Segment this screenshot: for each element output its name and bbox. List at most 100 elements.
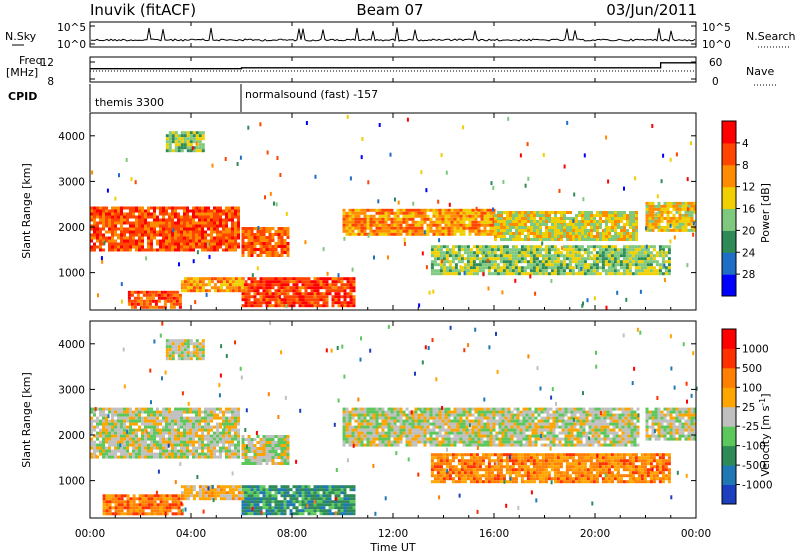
echo-cell bbox=[471, 220, 475, 224]
echo-cell bbox=[557, 220, 560, 223]
echo-cell bbox=[545, 211, 548, 214]
echo-cell bbox=[120, 413, 123, 417]
echo-cell bbox=[138, 224, 141, 228]
echo-cell bbox=[171, 443, 174, 447]
echo-cell bbox=[435, 425, 439, 429]
echo-cell bbox=[274, 242, 278, 245]
echo-cell bbox=[563, 211, 566, 214]
echo-cell bbox=[204, 206, 207, 210]
echo-cell bbox=[138, 218, 141, 222]
echo-cell bbox=[195, 233, 198, 237]
echo-cell bbox=[469, 263, 473, 267]
echo-cell bbox=[366, 425, 370, 429]
echo-cell bbox=[619, 266, 623, 270]
echo-cell bbox=[456, 428, 460, 432]
echo-cell bbox=[512, 217, 515, 220]
echo-cell bbox=[150, 413, 153, 417]
y-tick-label: 3000 bbox=[58, 176, 85, 188]
echo-cell bbox=[186, 233, 189, 237]
echo-cell bbox=[313, 298, 317, 302]
echo-cell bbox=[438, 238, 441, 243]
echo-cell bbox=[581, 211, 584, 214]
echo-cell bbox=[183, 416, 186, 420]
echo-cell bbox=[560, 224, 563, 228]
echo-cell bbox=[277, 283, 281, 287]
echo-cell bbox=[93, 452, 96, 456]
echo-cell bbox=[165, 236, 168, 240]
echo-cell bbox=[577, 272, 581, 276]
echo-cell bbox=[204, 428, 207, 432]
echo-cell bbox=[626, 214, 629, 217]
echo-cell bbox=[264, 195, 266, 200]
echo-cell bbox=[402, 220, 406, 224]
echo-cell bbox=[451, 257, 455, 261]
echo-cell bbox=[345, 232, 349, 236]
echo-cell bbox=[250, 462, 254, 465]
echo-cell bbox=[492, 185, 495, 190]
echo-cell bbox=[462, 443, 466, 447]
echo-cell bbox=[438, 410, 442, 414]
echo-cell bbox=[678, 225, 682, 229]
echo-cell bbox=[628, 251, 632, 255]
echo-cell bbox=[503, 238, 506, 241]
echo-cell bbox=[583, 263, 587, 267]
echo-cell bbox=[178, 296, 182, 300]
echo-cell bbox=[690, 228, 694, 232]
echo-cell bbox=[253, 459, 257, 462]
echo-cell bbox=[601, 257, 605, 261]
echo-cell bbox=[283, 245, 287, 248]
echo-cell bbox=[684, 213, 688, 217]
echo-cell bbox=[201, 206, 204, 210]
echo-cell bbox=[268, 239, 272, 242]
echo-cell bbox=[174, 245, 177, 249]
echo-cell bbox=[545, 220, 548, 223]
echo-cell bbox=[234, 233, 237, 237]
echo-cell bbox=[141, 446, 144, 450]
echo-cell bbox=[250, 242, 254, 245]
echo-cell bbox=[684, 225, 688, 229]
echo-cell bbox=[241, 450, 245, 453]
echo-cell bbox=[475, 257, 479, 261]
echo-cell bbox=[171, 131, 175, 135]
echo-cell bbox=[313, 286, 317, 290]
echo-cell bbox=[286, 227, 290, 230]
echo-cell bbox=[632, 226, 635, 229]
echo-cell bbox=[514, 245, 518, 249]
echo-cell bbox=[247, 242, 251, 245]
echo-cell bbox=[542, 232, 545, 235]
echo-cell bbox=[417, 407, 421, 411]
echo-cell bbox=[189, 131, 193, 135]
echo-cell bbox=[133, 290, 137, 294]
echo-cell bbox=[667, 257, 671, 261]
echo-cell bbox=[102, 443, 105, 447]
echo-cell bbox=[693, 228, 697, 232]
echo-cell bbox=[180, 446, 183, 450]
echo-cell bbox=[183, 428, 186, 432]
echo-cell bbox=[444, 416, 448, 420]
echo-cell bbox=[686, 263, 689, 268]
echo-cell bbox=[108, 425, 111, 429]
echo-cell bbox=[295, 283, 299, 287]
echo-cell bbox=[90, 239, 93, 243]
echo-cell bbox=[444, 208, 448, 212]
echo-cell bbox=[97, 293, 99, 298]
echo-cell bbox=[322, 292, 326, 296]
echo-cell bbox=[156, 239, 159, 243]
echo-cell bbox=[265, 450, 269, 453]
echo-cell bbox=[462, 407, 466, 411]
echo-cell bbox=[598, 251, 602, 255]
echo-cell bbox=[147, 443, 150, 447]
echo-cell bbox=[286, 280, 290, 284]
echo-cell bbox=[384, 413, 388, 417]
echo-cell bbox=[298, 292, 302, 296]
echo-cell bbox=[259, 459, 263, 462]
echo-cell bbox=[328, 286, 332, 290]
echo-cell bbox=[471, 208, 475, 212]
echo-cell bbox=[289, 295, 293, 299]
echo-cell bbox=[286, 435, 290, 438]
echo-cell bbox=[186, 218, 189, 222]
echo-cell bbox=[253, 277, 257, 281]
echo-cell bbox=[177, 137, 181, 141]
echo-cell bbox=[343, 295, 347, 299]
echo-cell bbox=[228, 440, 231, 444]
